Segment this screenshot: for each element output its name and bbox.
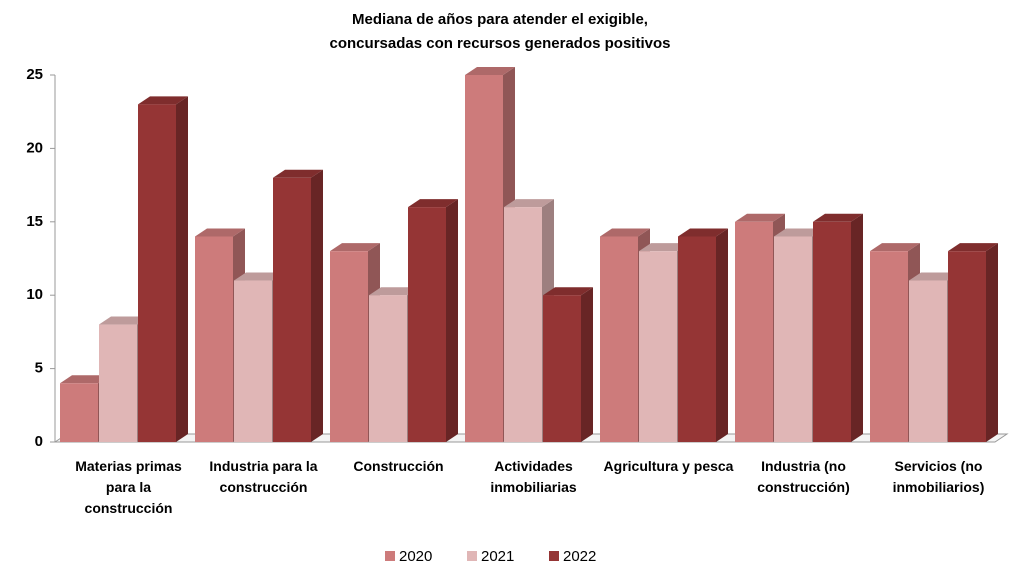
bar	[408, 207, 446, 442]
bar	[543, 295, 581, 442]
bar-top	[504, 199, 554, 208]
legend-label: 2020	[399, 548, 432, 565]
y-tick-label: 20	[26, 139, 43, 156]
bar	[195, 236, 233, 442]
bar-top	[600, 228, 650, 237]
x-tick-label: Servicios (no inmobiliarios)	[892, 458, 985, 495]
bar-top	[813, 213, 863, 222]
bar	[330, 251, 368, 442]
legend-label: 2022	[563, 548, 596, 565]
bar-side	[986, 243, 998, 442]
bar-top	[465, 67, 515, 75]
x-tick-label: Construcción	[353, 458, 444, 474]
x-tick-label: Industria (no construcción)	[757, 458, 850, 495]
bar-top	[678, 228, 728, 237]
x-tick-label: Industria para la construcción	[209, 458, 318, 495]
bar-top	[735, 213, 785, 222]
bar	[369, 295, 407, 442]
bar-top	[870, 243, 920, 252]
bar	[465, 75, 503, 442]
bar-top	[138, 96, 188, 105]
bar-side	[716, 228, 728, 442]
bar-side	[176, 96, 188, 443]
x-tick-label: Agricultura y pesca	[603, 458, 734, 474]
legend-swatch	[467, 551, 477, 561]
bar-top	[273, 169, 323, 178]
x-tick-label: Materias primas para la construcción	[75, 458, 182, 516]
bar	[948, 251, 986, 442]
bar	[138, 104, 176, 443]
bar-top	[195, 228, 245, 237]
bar	[234, 280, 272, 442]
bar	[504, 207, 542, 442]
bar-top	[948, 243, 998, 252]
bar-top	[60, 375, 110, 384]
bar-side	[851, 213, 863, 442]
bar	[774, 236, 812, 442]
y-tick-label: 10	[26, 286, 43, 303]
legend-label: 2021	[481, 548, 514, 565]
bar-side	[581, 287, 593, 442]
y-tick-label: 25	[26, 66, 43, 83]
bar	[273, 177, 311, 442]
bar-top	[909, 272, 959, 281]
y-tick-label: 0	[35, 433, 43, 450]
bar	[813, 221, 851, 442]
bar	[600, 236, 638, 442]
y-tick-label: 5	[35, 360, 43, 377]
bar	[678, 236, 716, 442]
bar-top	[99, 316, 149, 325]
bar-top	[774, 228, 824, 237]
chart-title: concursadas con recursos generados posit…	[330, 35, 671, 52]
bar	[60, 383, 98, 442]
x-tick-label: Actividades inmobiliarias	[490, 458, 577, 495]
bar-top	[369, 287, 419, 296]
bar	[909, 280, 947, 442]
chart-title: Mediana de años para atender el exigible…	[352, 11, 648, 28]
bar-top	[543, 287, 593, 296]
bar-top	[639, 243, 689, 252]
y-tick-label: 15	[26, 213, 43, 230]
legend-swatch	[385, 551, 395, 561]
bar	[99, 324, 137, 442]
legend-swatch	[549, 551, 559, 561]
bar-top	[330, 243, 380, 252]
bar-top	[234, 272, 284, 281]
bar	[735, 221, 773, 442]
bar	[870, 251, 908, 442]
bar	[639, 251, 677, 442]
bar-top	[408, 199, 458, 208]
bar-side	[446, 199, 458, 442]
bar-side	[311, 169, 323, 442]
